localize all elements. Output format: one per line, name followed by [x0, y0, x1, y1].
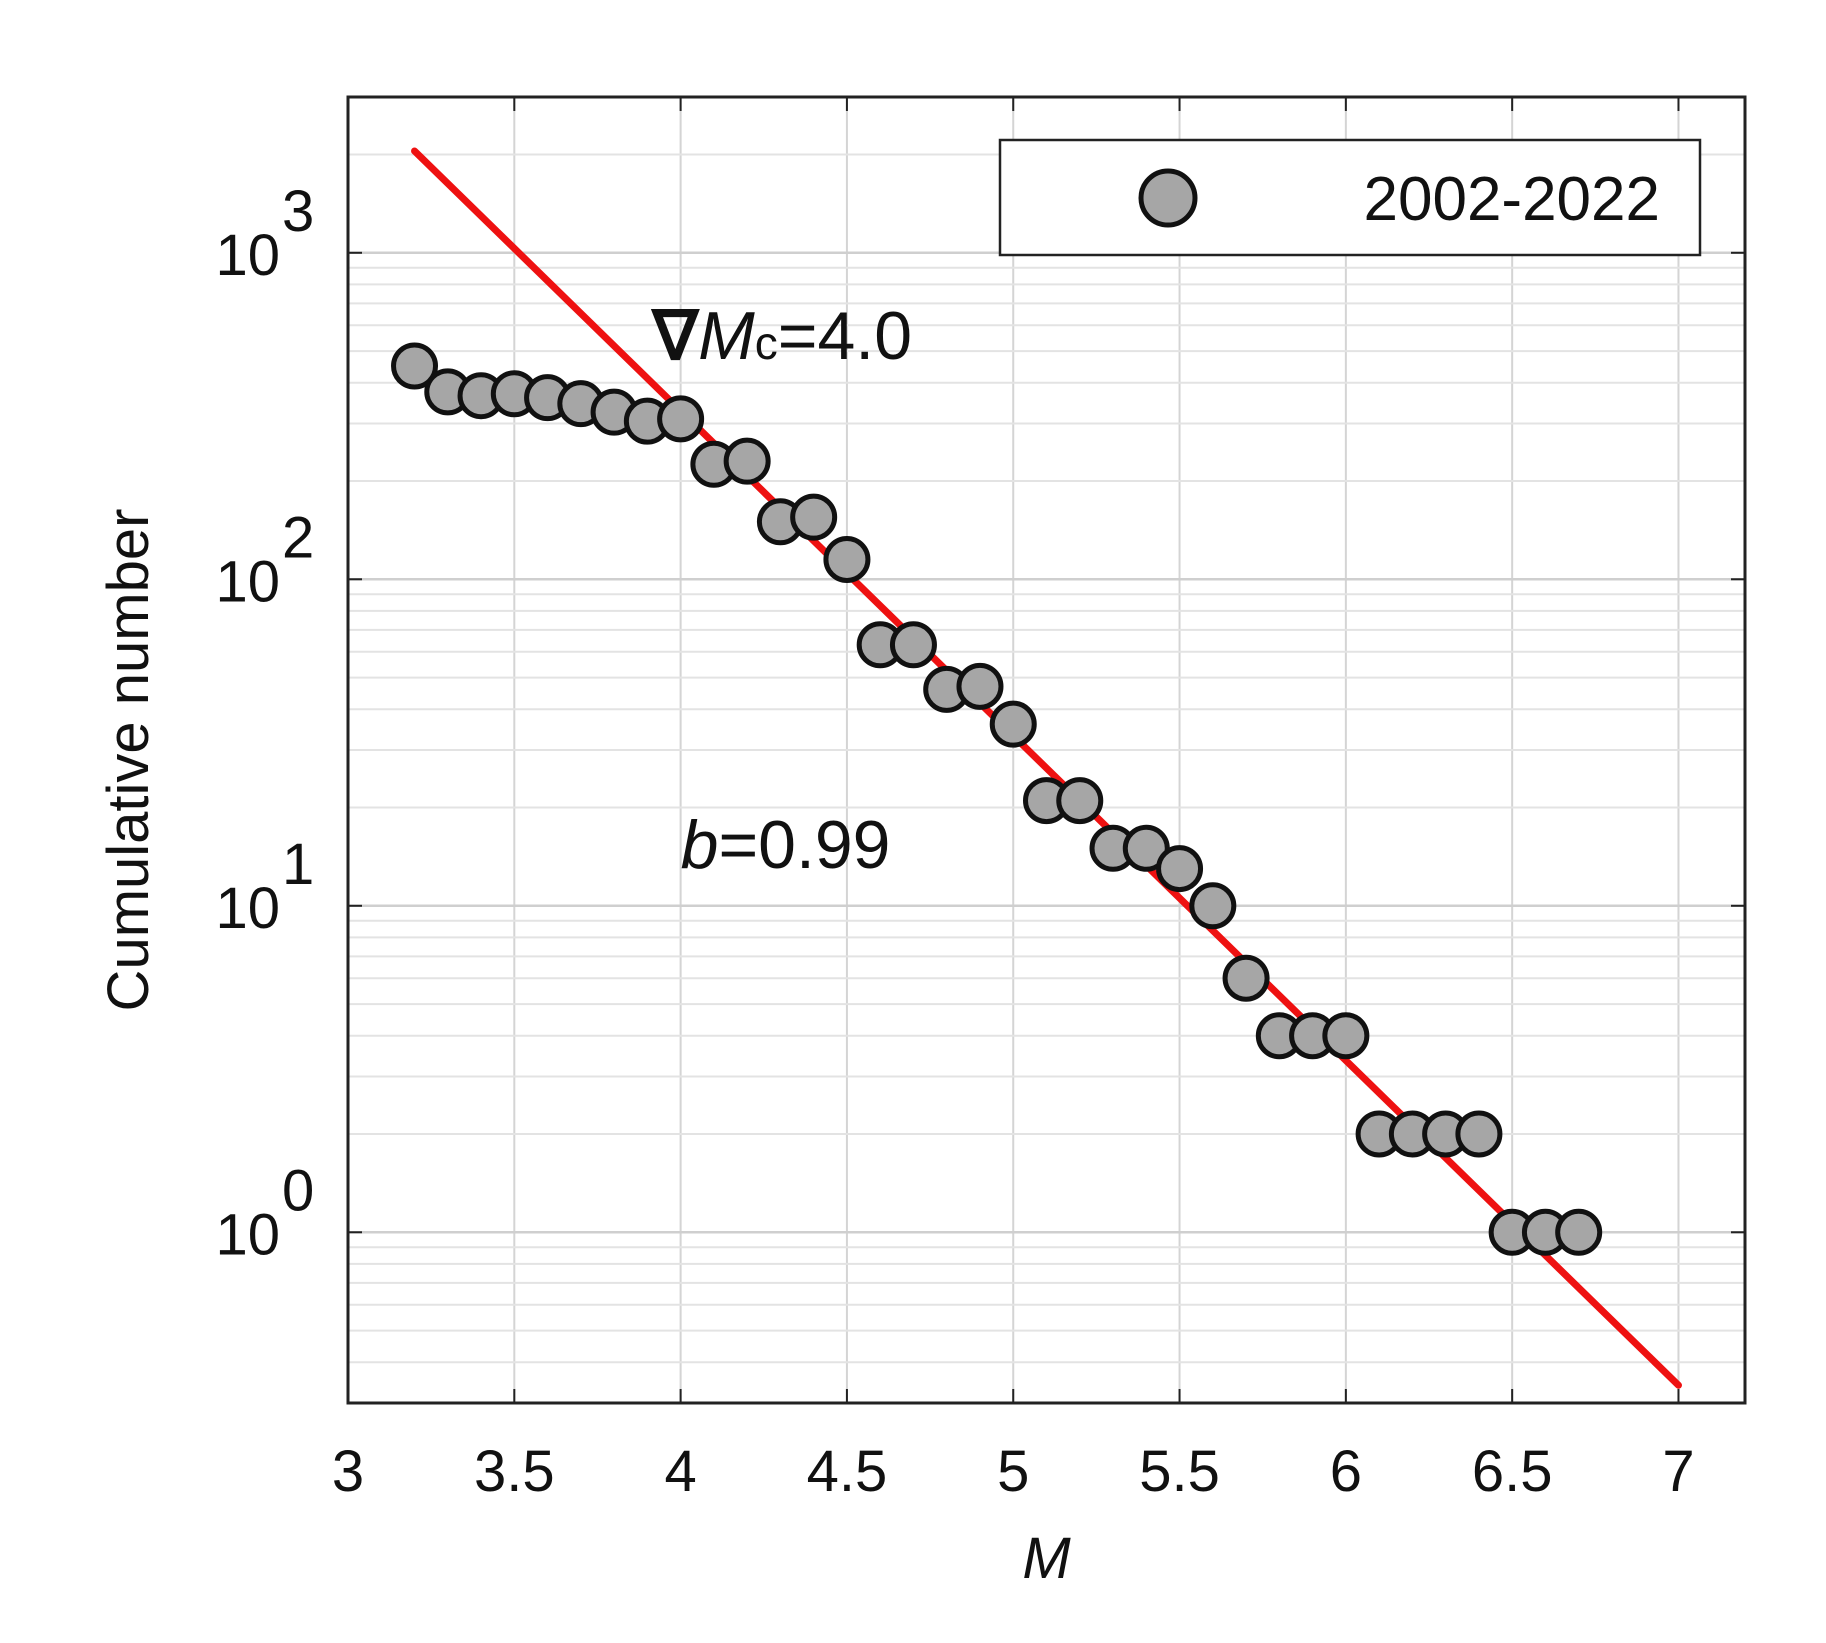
fit-line — [411, 147, 1682, 1389]
x-tick-label: 7 — [1662, 1439, 1694, 1504]
data-point — [989, 700, 1037, 748]
x-tick-label: 3.5 — [474, 1439, 555, 1504]
mc-annotation: ∇Mc=4.0 — [651, 298, 912, 374]
legend-marker — [1138, 168, 1198, 228]
y-tick-base: 10 — [215, 223, 280, 288]
data-point — [1322, 1012, 1370, 1060]
data-point — [1555, 1208, 1603, 1256]
legend: 2002-2022 — [998, 138, 1702, 257]
y-tick-label: 10 — [215, 1202, 280, 1267]
b-var: b — [681, 807, 719, 883]
data-points — [391, 342, 1603, 1256]
data-point — [889, 621, 937, 669]
y-tick-exponent: 0 — [282, 1158, 314, 1223]
mc-subscript: c — [755, 317, 778, 369]
y-tick-exponent: 2 — [282, 505, 314, 570]
fit-line-group — [411, 147, 1682, 1389]
b-value-text: b=0.99 — [681, 807, 891, 883]
data-point — [1189, 882, 1237, 930]
data-point — [1056, 777, 1104, 825]
b-value-annotation: b=0.99 — [681, 807, 891, 883]
plot-frame — [346, 95, 1747, 1405]
x-tick-label: 6.5 — [1472, 1439, 1553, 1504]
data-point — [1455, 1110, 1503, 1158]
y-tick-label: 10 — [215, 876, 280, 941]
mc-value: =4.0 — [778, 298, 912, 374]
legend-label: 2002-2022 — [1364, 165, 1661, 234]
y-tick-label: 10 — [215, 223, 280, 288]
x-tick-label: 5.5 — [1139, 1439, 1220, 1504]
axis-ticks — [347, 97, 1745, 1403]
x-tick-label: 4 — [664, 1439, 696, 1504]
y-tick-exponent: 1 — [282, 832, 314, 897]
y-tick-base: 10 — [215, 1202, 280, 1267]
data-point — [1222, 954, 1270, 1002]
data-point — [1156, 845, 1204, 893]
mc-annotation-text: ∇Mc=4.0 — [651, 298, 912, 374]
y-tick-base: 10 — [215, 549, 280, 614]
x-tick-label: 5 — [997, 1439, 1029, 1504]
mc-triangle-symbol: ∇ — [651, 298, 701, 374]
data-point — [790, 493, 838, 541]
data-point — [391, 342, 439, 390]
y-axis-label: Cumulative number — [96, 509, 161, 1012]
y-tick-base: 10 — [215, 876, 280, 941]
x-tick-label: 4.5 — [807, 1439, 888, 1504]
data-point — [823, 535, 871, 583]
mc-var: M — [698, 298, 755, 374]
legend-box — [998, 138, 1702, 257]
x-tick-label: 3 — [332, 1439, 364, 1504]
data-point — [657, 395, 705, 443]
data-point — [1122, 824, 1170, 872]
x-axis-label: M — [1022, 1526, 1071, 1591]
b-value: =0.99 — [718, 807, 890, 883]
x-tick-labels: 3 3.5 4 4.5 5 5.5 6 6.5 7 — [332, 1439, 1695, 1504]
x-tick-label: 6 — [1330, 1439, 1362, 1504]
data-point — [723, 437, 771, 485]
data-point — [956, 662, 1004, 710]
y-tick-exponent: 3 — [282, 179, 314, 244]
y-tick-label: 10 — [215, 549, 280, 614]
